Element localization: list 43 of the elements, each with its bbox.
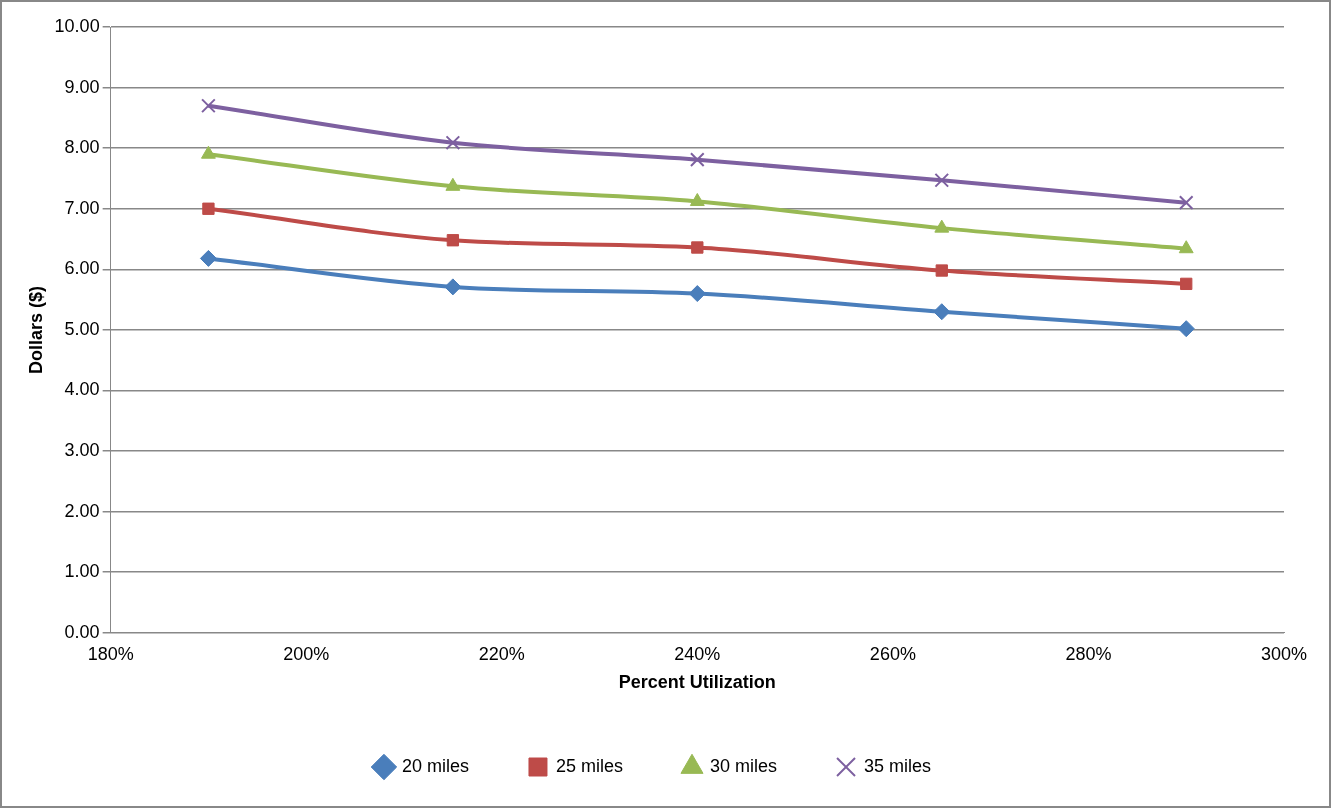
legend-label: 25 miles — [555, 755, 624, 776]
y-axis-title: Dollars ($) — [25, 285, 46, 374]
x-tick-label: 220% — [478, 643, 525, 664]
point — [688, 285, 706, 303]
y-tick-label: 6.00 — [64, 258, 100, 279]
y-tick-label: 10.00 — [54, 15, 100, 36]
y-tick-label: 5.00 — [64, 318, 100, 339]
legend-label: 35 miles — [864, 755, 932, 776]
point — [201, 98, 216, 114]
point — [445, 135, 461, 151]
point — [202, 202, 215, 215]
y-tick-label: 9.00 — [64, 76, 100, 97]
point — [445, 177, 461, 191]
point — [446, 234, 460, 247]
x-axis-title: Percent Utilization — [618, 672, 776, 693]
y-tick-label: 4.00 — [64, 379, 100, 400]
point — [933, 303, 951, 321]
point — [689, 152, 705, 168]
point — [1180, 277, 1193, 291]
x-tick-label: 240% — [674, 643, 721, 664]
y-tick-label: 1.00 — [64, 561, 100, 582]
point — [1177, 320, 1195, 338]
point — [1178, 240, 1194, 254]
y-tick-label: 3.00 — [64, 440, 100, 461]
legend-label: 30 miles — [710, 755, 778, 776]
point — [444, 278, 462, 296]
point — [1178, 195, 1194, 211]
y-tick-label: 0.00 — [64, 621, 100, 642]
point — [934, 172, 950, 188]
x-tick-label: 260% — [869, 643, 916, 664]
legend-label: 20 miles — [401, 755, 469, 776]
x-tick-label: 300% — [1260, 643, 1308, 664]
point — [199, 249, 217, 267]
point — [691, 241, 704, 254]
point — [201, 145, 216, 159]
y-tick-label: 7.00 — [64, 197, 100, 218]
y-tick-label: 2.00 — [64, 500, 100, 521]
y-tick-label: 8.00 — [64, 137, 100, 158]
x-tick-label: 280% — [1065, 643, 1112, 664]
x-tick-label: 180% — [87, 643, 134, 664]
point — [934, 219, 950, 233]
point — [935, 264, 948, 277]
x-tick-label: 200% — [283, 643, 330, 664]
